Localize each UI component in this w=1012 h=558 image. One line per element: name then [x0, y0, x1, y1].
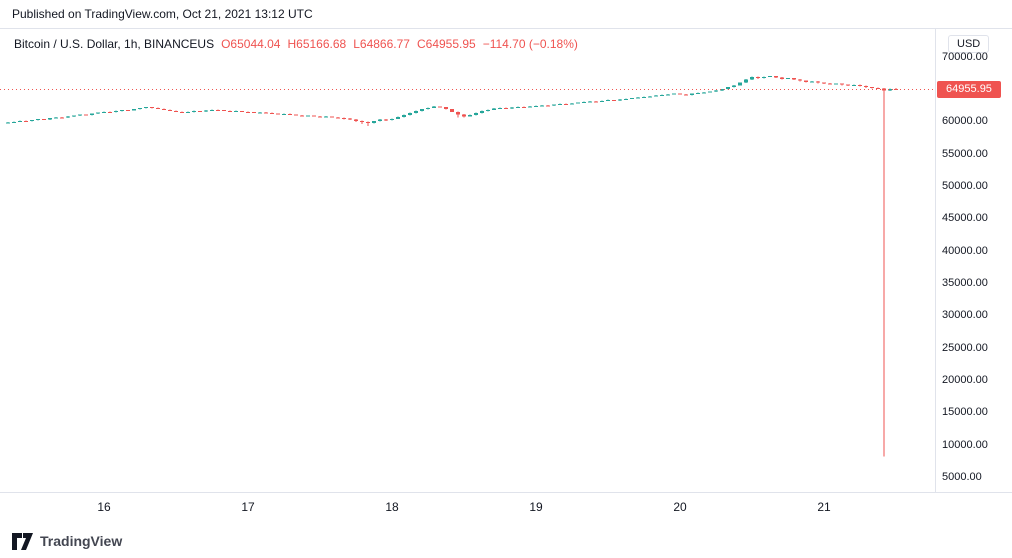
footer: TradingView — [0, 524, 1012, 558]
price-axis-label: 15000.00 — [942, 406, 988, 418]
price-axis-label: 60000.00 — [942, 115, 988, 127]
price-axis[interactable]: USD 64955.95 70000.0065000.0060000.00550… — [936, 29, 1012, 492]
brand-name[interactable]: TradingView — [40, 533, 123, 549]
price-axis-label: 35000.00 — [942, 277, 988, 289]
published-text: Published on TradingView.com, Oct 21, 20… — [12, 7, 313, 21]
chart-plot-area[interactable]: Bitcoin / U.S. Dollar, 1h, BINANCEUS O650… — [0, 29, 936, 492]
ohlc-open: O65044.04 — [221, 37, 281, 51]
last-price-badge: 64955.95 — [937, 81, 1001, 98]
price-axis-label: 50000.00 — [942, 180, 988, 192]
time-axis-label: 19 — [529, 500, 543, 514]
chart-frame: Bitcoin / U.S. Dollar, 1h, BINANCEUS O650… — [0, 28, 1012, 493]
time-axis-label: 21 — [817, 500, 831, 514]
symbol-title: Bitcoin / U.S. Dollar, 1h, BINANCEUS — [14, 37, 215, 51]
time-axis-label: 18 — [385, 500, 399, 514]
price-change: −114.70 (−0.18%) — [482, 37, 578, 51]
tradingview-logo-icon[interactable] — [12, 532, 33, 550]
time-axis-label: 20 — [673, 500, 687, 514]
ohlc-low: L64866.77 — [353, 37, 410, 51]
ohlc-high: H65166.68 — [287, 37, 347, 51]
price-axis-label: 30000.00 — [942, 309, 988, 321]
ohlc-close: C64955.95 — [416, 37, 476, 51]
currency-unit-toggle[interactable]: USD — [948, 35, 990, 53]
price-axis-label: 55000.00 — [942, 148, 988, 160]
published-header: Published on TradingView.com, Oct 21, 20… — [0, 0, 1012, 28]
price-axis-label: 70000.00 — [942, 51, 988, 63]
chart-legend: Bitcoin / U.S. Dollar, 1h, BINANCEUS O650… — [14, 37, 578, 51]
time-axis[interactable]: 16 17 18 19 20 21 — [0, 493, 1012, 521]
price-axis-label: 20000.00 — [942, 374, 988, 386]
time-axis-label: 16 — [97, 500, 111, 514]
price-axis-label: 5000.00 — [942, 471, 982, 483]
time-axis-label: 17 — [241, 500, 255, 514]
candlestick-chart[interactable] — [0, 29, 935, 492]
price-axis-label: 10000.00 — [942, 439, 988, 451]
price-axis-label: 40000.00 — [942, 245, 988, 257]
price-axis-label: 45000.00 — [942, 212, 988, 224]
price-axis-label: 25000.00 — [942, 342, 988, 354]
